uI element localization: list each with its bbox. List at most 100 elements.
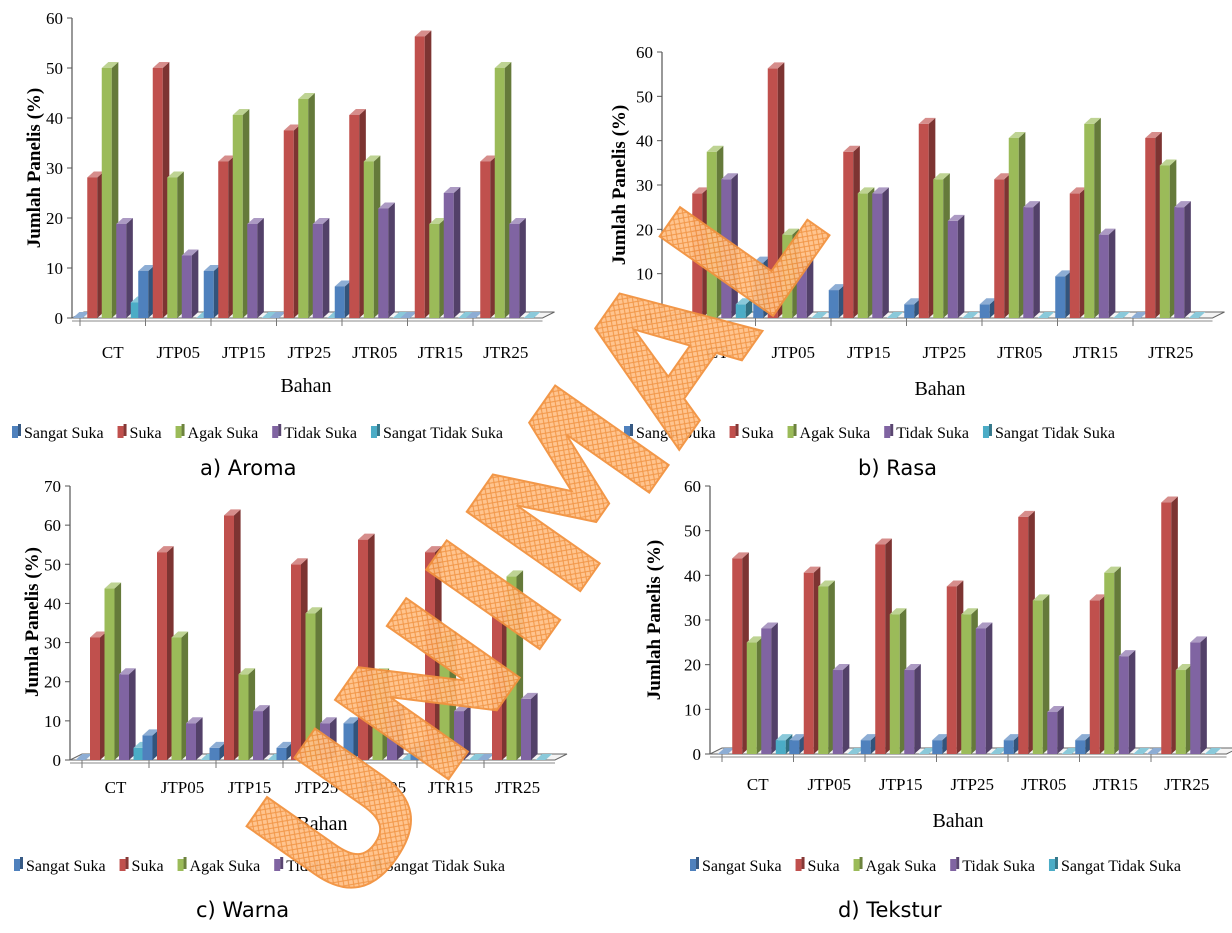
legend-item-sangat-suka: Sangat Suka	[690, 857, 782, 875]
y-tick-label: 10	[684, 700, 701, 719]
x-tick-label-jtp05: JTP05	[157, 343, 200, 362]
bar-jtp05-tidak-suka	[796, 256, 814, 318]
x-tick-label-jtp25: JTP25	[288, 343, 331, 362]
bar-ct-agak-suka	[101, 62, 119, 318]
y-tick-label: 40	[684, 566, 701, 585]
legend-swatch	[982, 426, 989, 438]
y-tick-label: 10	[44, 712, 61, 731]
legend-label: Sangat Tidak Suka	[1061, 858, 1181, 875]
bar-jtp25-agak-suka	[933, 173, 950, 318]
x-axis-title: Bahan	[296, 813, 347, 835]
bar-jtp15-agak-suka	[238, 668, 256, 760]
legend-label: Sangat Suka	[636, 425, 716, 442]
x-tick-label-jtp15: JTP15	[879, 775, 922, 794]
legend-item-suka: Suka	[117, 424, 162, 442]
legend-label: Agak Suka	[866, 858, 937, 875]
legend-label: Suka	[808, 858, 840, 875]
y-tick-label: 50	[684, 522, 701, 541]
legend-swatch	[272, 426, 279, 438]
legend-item-tidak-suka: Tidak Suka	[274, 857, 359, 875]
legend-label: Agak Suka	[190, 858, 261, 875]
bar-ct-tidak-suka	[116, 218, 133, 318]
bar-jtp25-tidak-suka	[975, 622, 993, 754]
bar-jtr05-agak-suka	[1008, 132, 1026, 318]
legend-swatch	[177, 859, 184, 871]
bar-ct-sangat-tidak-suka	[735, 298, 753, 318]
bar-ct-sangat-suka	[717, 748, 735, 754]
y-tick-label: 70	[44, 477, 61, 496]
bar-jtp15-suka	[218, 155, 235, 318]
bar-jtr15-suka	[1069, 187, 1087, 318]
x-tick-label-ct: CT	[105, 778, 127, 797]
x-axis-title: Bahan	[280, 375, 331, 397]
bar-jtp15-suka	[843, 145, 860, 318]
x-axis-title: Bahan	[914, 378, 965, 400]
legend-swatch	[12, 426, 18, 438]
legend-swatch	[274, 859, 281, 871]
y-tick-label: 30	[684, 611, 701, 630]
x-tick-label-ct: CT	[747, 775, 769, 794]
legend-item-agak-suka: Agak Suka	[175, 424, 258, 442]
legend-swatch	[119, 859, 126, 871]
y-tick-label: 30	[46, 159, 63, 178]
bar-jtp15-tidak-suka	[253, 705, 270, 760]
legend-swatch	[1048, 859, 1055, 871]
legend-label: Suka	[742, 425, 774, 442]
bar-ct-suka	[90, 631, 107, 760]
legend-swatch	[950, 859, 957, 871]
bar-jtp25-suka	[918, 117, 936, 318]
bar-jtp15-sangat-tidak-suka	[886, 312, 904, 318]
bar-jtr05-tidak-suka	[1023, 201, 1040, 318]
bar-jtp25-sangat-suka	[269, 312, 286, 318]
x-tick-label-jtr05: JTR05	[997, 343, 1042, 362]
bar-jtp05-tidak-suka	[186, 717, 203, 760]
legend: Sangat Suka Suka Agak Suka Tidak Suka Sangat…	[624, 424, 1115, 442]
legend-swatch	[795, 859, 802, 871]
x-tick-label-jtp25: JTP25	[951, 775, 994, 794]
bar-jtr25-tidak-suka	[509, 218, 526, 318]
y-tick-label: 0	[693, 745, 702, 764]
bar-jtp05-tidak-suka	[832, 664, 850, 754]
legend-item-tidak-suka: Tidak Suka	[950, 857, 1035, 875]
bar-jtr25-sangat-tidak-suka	[1204, 748, 1222, 754]
x-tick-label-jtp15: JTP15	[222, 343, 265, 362]
y-tick-label: 50	[44, 555, 61, 574]
legend-item-sangat-suka: Sangat Suka	[14, 857, 106, 875]
chart-warna: 0 10 20 30 40 50 60 70 CT JTP05 JTP15 JTP25 JTR05 JTR…	[14, 477, 568, 922]
panel-caption: d) Tekstur	[838, 898, 942, 922]
bar-jtr05-agak-suka	[363, 155, 381, 318]
legend-label: Sangat Suka	[26, 858, 106, 875]
legend-item-tidak-suka: Tidak Suka	[272, 424, 357, 442]
bar-jtp25-sangat-tidak-suka	[962, 312, 979, 318]
bar-jtr25-agak-suka	[1159, 159, 1177, 318]
bar-jtp25-sangat-tidak-suka	[990, 748, 1007, 754]
legend-swatch	[372, 859, 379, 871]
panel-caption: a) Aroma	[200, 456, 296, 480]
x-tick-label-jtp05: JTP05	[161, 778, 204, 797]
x-tick-label-jtr25: JTR25	[495, 778, 540, 797]
bar-ct-sangat-suka	[75, 754, 93, 760]
legend: Sangat Suka Suka Agak Suka Tidak Suka Sangat…	[14, 857, 505, 875]
bar-jtr05-sangat-tidak-suka	[1061, 748, 1079, 754]
bar-jtp05-suka	[152, 62, 170, 318]
bar-jtr25-sangat-suka	[1130, 312, 1148, 318]
bar-jtp25-agak-suka	[305, 607, 323, 760]
chart-tekstur: 0 10 20 30 40 50 60 CT JTP05 JTP15 JTP25 JTR05 JTR15…	[644, 477, 1232, 922]
bar-jtr25-suka	[480, 155, 497, 318]
chart-aroma: 0 10 20 30 40 50 60 CT JTP05 JTP15 JTP25 JTR05 JTR15…	[12, 9, 555, 480]
bar-jtr05-tidak-suka	[387, 705, 404, 760]
x-tick-label-ct: CT	[707, 343, 729, 362]
bar-jtp05-agak-suka	[818, 580, 835, 754]
x-tick-label-jtr25: JTR25	[483, 343, 528, 362]
x-tick-label-jtr15: JTR15	[418, 343, 463, 362]
x-tick-label-jtr05: JTR05	[1021, 775, 1066, 794]
legend-item-agak-suka: Agak Suka	[787, 424, 871, 442]
bar-jtp15-suka	[224, 509, 241, 760]
x-tick-label-ct: CT	[102, 343, 124, 362]
bar-jtp05-agak-suka	[171, 631, 189, 760]
legend-item-suka: Suka	[119, 857, 164, 875]
legend-label: Agak Suka	[800, 425, 871, 442]
bar-jtr15-sangat-suka	[1055, 270, 1072, 318]
bar-jtp15-agak-suka	[889, 608, 907, 754]
bar-jtr05-agak-suka	[1032, 594, 1050, 754]
